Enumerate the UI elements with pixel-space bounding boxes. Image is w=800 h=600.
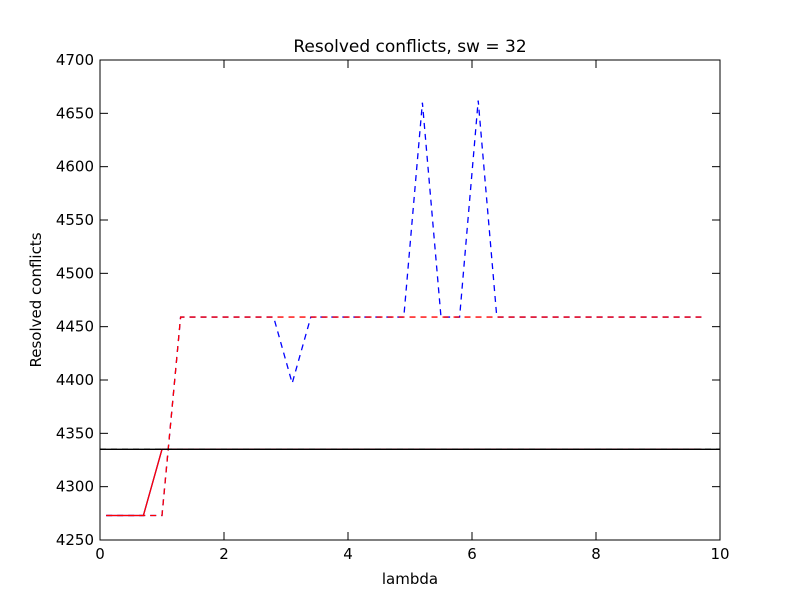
axis-ticks: 0 2 4 6 8 10 4250 4300 4350 4400 4450 4500 4550 4600 4… — [56, 51, 730, 563]
y-tick-label: 4600 — [56, 158, 94, 176]
x-axis-label: lambda — [382, 570, 438, 588]
x-tick-label: 0 — [95, 545, 105, 563]
plot-area — [100, 100, 720, 517]
x-tick-label: 2 — [219, 545, 229, 563]
y-tick-label: 4650 — [56, 104, 94, 122]
y-tick-label: 4450 — [56, 318, 94, 336]
plot-frame — [99, 59, 721, 541]
y-tick-label: 4500 — [56, 264, 94, 282]
x-tick-label: 10 — [710, 545, 729, 563]
y-tick-label: 4300 — [56, 478, 94, 496]
x-tick-label: 6 — [467, 545, 477, 563]
x-tick-label: 8 — [591, 545, 601, 563]
y-tick-label: 4550 — [56, 211, 94, 229]
y-axis-label: Resolved conflicts — [27, 232, 45, 367]
x-tick-label: 4 — [343, 545, 353, 563]
y-tick-label: 4400 — [56, 371, 94, 389]
y-tick-label: 4350 — [56, 424, 94, 442]
y-tick-label: 4250 — [56, 531, 94, 549]
series-line-2 — [106, 316, 702, 517]
chart-title: Resolved conflicts, sw = 32 — [293, 37, 526, 57]
y-tick-label: 4700 — [56, 51, 94, 69]
